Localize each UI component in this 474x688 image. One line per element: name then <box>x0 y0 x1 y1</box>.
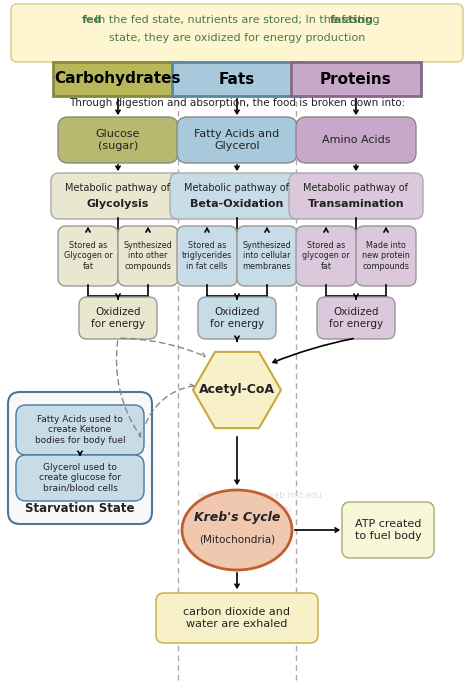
Text: Glycerol used to
create glucose for
brain/blood cells: Glycerol used to create glucose for brai… <box>39 463 121 493</box>
FancyBboxPatch shape <box>118 226 178 286</box>
FancyBboxPatch shape <box>317 297 395 339</box>
Text: Metabolic pathway of: Metabolic pathway of <box>184 183 290 193</box>
Text: Proteins: Proteins <box>320 72 392 87</box>
Text: Stored as
triglycerides
in fat cells: Stored as triglycerides in fat cells <box>182 241 232 271</box>
FancyBboxPatch shape <box>289 173 423 219</box>
FancyBboxPatch shape <box>170 173 304 219</box>
Text: Starvation State: Starvation State <box>25 502 135 515</box>
Text: bio.web.mst.edu: bio.web.mst.edu <box>228 506 292 515</box>
Text: Transamination: Transamination <box>308 199 404 209</box>
Text: Made into
new protein
compounds: Made into new protein compounds <box>362 241 410 271</box>
Text: fed: fed <box>82 15 102 25</box>
Ellipse shape <box>182 490 292 570</box>
Text: In the fed state, nutrients are stored; In the fasting: In the fed state, nutrients are stored; … <box>95 15 379 25</box>
Text: carbon dioxide and
water are exhaled: carbon dioxide and water are exhaled <box>183 608 291 629</box>
FancyBboxPatch shape <box>198 297 276 339</box>
FancyBboxPatch shape <box>16 405 144 455</box>
FancyBboxPatch shape <box>342 502 434 558</box>
Text: Stored as
glycogen or
fat: Stored as glycogen or fat <box>302 241 350 271</box>
FancyBboxPatch shape <box>296 226 356 286</box>
Text: Oxidized
for energy: Oxidized for energy <box>91 308 145 329</box>
Text: fasting: fasting <box>330 15 374 25</box>
Text: Stored as
Glycogen or
fat: Stored as Glycogen or fat <box>64 241 112 271</box>
Text: (Mitochondria): (Mitochondria) <box>199 535 275 545</box>
Text: Fatty Acids used to
create Ketone
bodies for body fuel: Fatty Acids used to create Ketone bodies… <box>35 415 125 445</box>
FancyBboxPatch shape <box>53 62 183 96</box>
Text: Glycolysis: Glycolysis <box>87 199 149 209</box>
FancyBboxPatch shape <box>291 62 421 96</box>
Text: Oxidized
for energy: Oxidized for energy <box>329 308 383 329</box>
Text: Fats: Fats <box>219 72 255 87</box>
Text: ATP created
to fuel body: ATP created to fuel body <box>355 519 421 541</box>
Text: Carbohydrates: Carbohydrates <box>55 72 181 87</box>
FancyBboxPatch shape <box>172 62 302 96</box>
Text: Acetyl-CoA: Acetyl-CoA <box>199 383 275 396</box>
Text: Kreb's Cycle: Kreb's Cycle <box>194 511 280 524</box>
Text: Amino Acids: Amino Acids <box>322 135 390 145</box>
FancyBboxPatch shape <box>177 226 237 286</box>
Text: Synthesized
into other
compounds: Synthesized into other compounds <box>124 241 173 271</box>
Text: Fatty Acids and
Glycerol: Fatty Acids and Glycerol <box>194 129 280 151</box>
FancyBboxPatch shape <box>16 455 144 501</box>
Text: Metabolic pathway of: Metabolic pathway of <box>303 183 409 193</box>
Text: state, they are oxidized for energy production: state, they are oxidized for energy prod… <box>109 33 365 43</box>
FancyBboxPatch shape <box>237 226 297 286</box>
FancyBboxPatch shape <box>51 173 185 219</box>
Text: Glucose
(sugar): Glucose (sugar) <box>96 129 140 151</box>
FancyBboxPatch shape <box>58 117 178 163</box>
Text: Metabolic pathway of: Metabolic pathway of <box>65 183 171 193</box>
FancyBboxPatch shape <box>79 297 157 339</box>
Text: Beta-Oxidation: Beta-Oxidation <box>191 199 283 209</box>
FancyBboxPatch shape <box>11 4 463 62</box>
Text: web.mst.edu/bioweb.mst.edu: web.mst.edu/bioweb.mst.edu <box>198 491 322 499</box>
FancyBboxPatch shape <box>156 593 318 643</box>
FancyBboxPatch shape <box>356 226 416 286</box>
FancyBboxPatch shape <box>58 226 118 286</box>
Text: Through digestion and absorption, the food is broken down into:: Through digestion and absorption, the fo… <box>69 98 405 108</box>
FancyBboxPatch shape <box>296 117 416 163</box>
Text: Oxidized
for energy: Oxidized for energy <box>210 308 264 329</box>
Text: Synthesized
into cellular
membranes: Synthesized into cellular membranes <box>243 241 292 271</box>
FancyBboxPatch shape <box>177 117 297 163</box>
FancyBboxPatch shape <box>8 392 152 524</box>
